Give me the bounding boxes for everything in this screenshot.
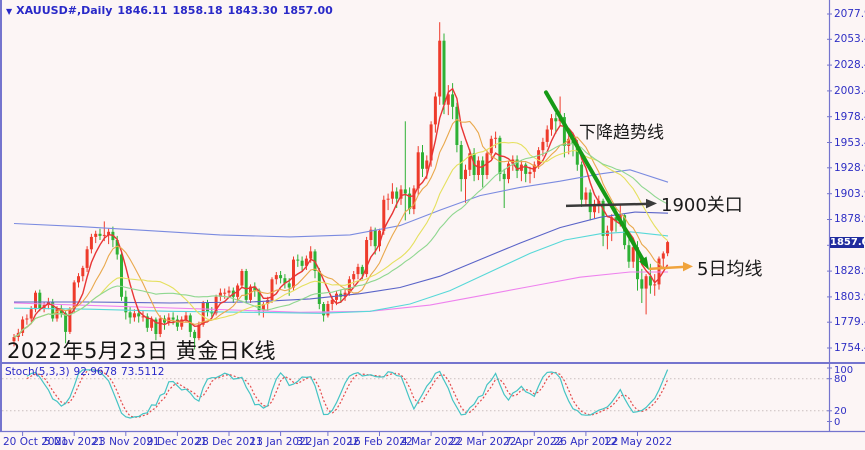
ma5-arrow	[648, 265, 685, 271]
trendline-arrowhead	[639, 256, 649, 270]
level-1900-arrow	[565, 202, 648, 208]
ma-line-MA34	[13, 143, 668, 338]
ma5-arrowhead	[683, 261, 693, 272]
stoch-d-line	[26, 369, 669, 418]
slow-ma-cornflower	[13, 169, 669, 238]
slow-ma-cyan	[13, 231, 669, 314]
level-1900-arrowhead	[646, 198, 657, 209]
ma-line-MA5	[13, 87, 669, 338]
ma-line-MA10	[13, 118, 668, 338]
slow-ma-navy	[14, 211, 669, 304]
stoch-k-line	[26, 369, 669, 419]
descending-trendline	[544, 90, 646, 264]
ma-line-MA21	[13, 141, 668, 338]
slow-ma-magenta	[13, 271, 668, 313]
